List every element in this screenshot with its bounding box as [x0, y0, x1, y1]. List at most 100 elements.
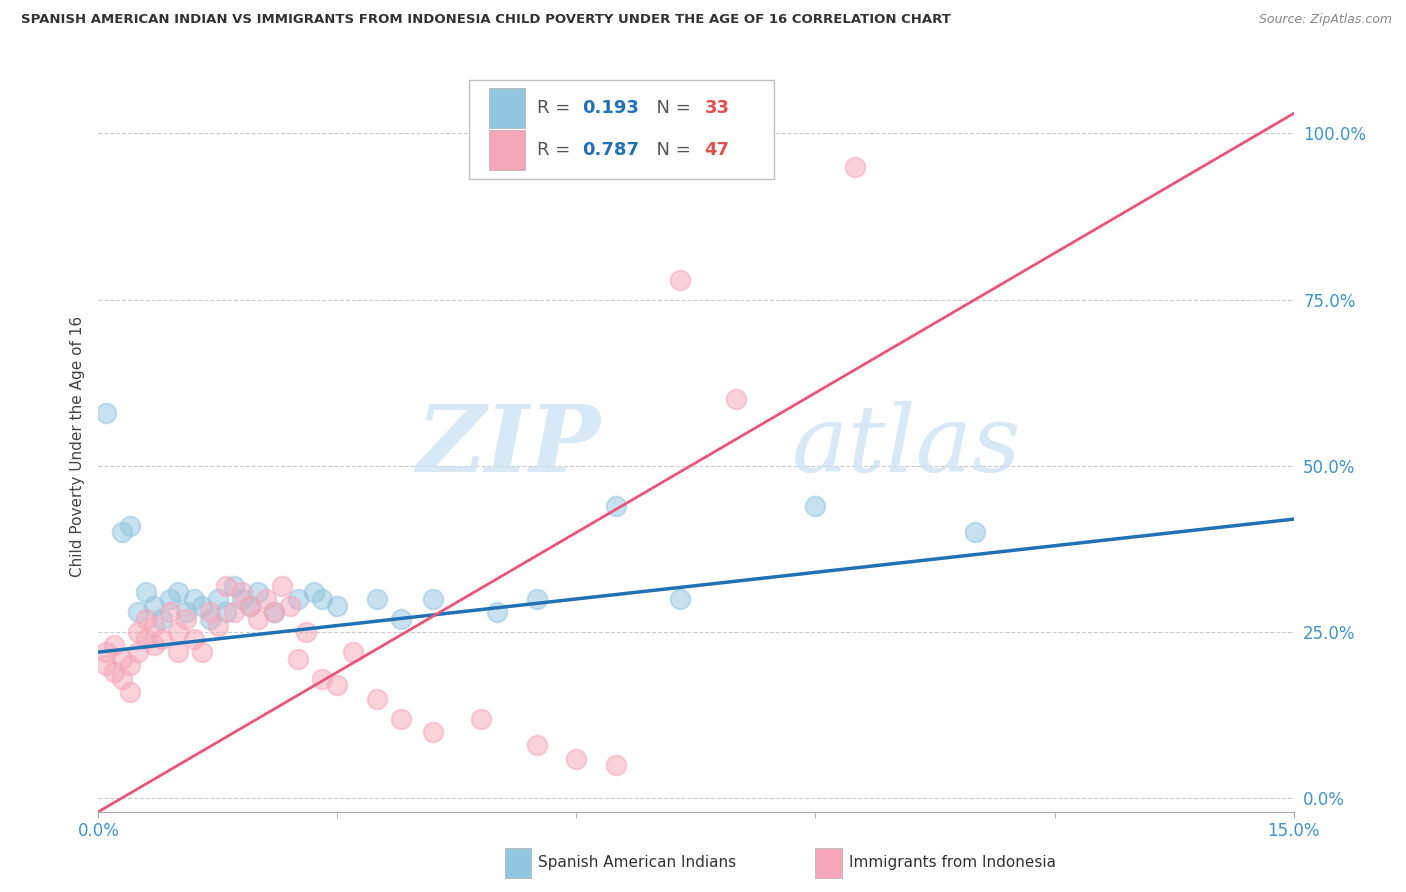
Point [724, 392, 747, 407]
Point [302, 585, 325, 599]
Point [103, 639, 125, 653]
Point [231, 591, 253, 606]
Point [263, 605, 285, 619]
Point [96, 658, 118, 673]
Point [485, 605, 508, 619]
Point [167, 645, 190, 659]
Point [143, 639, 166, 653]
Point [167, 625, 190, 640]
Point [366, 591, 388, 606]
Text: 47: 47 [704, 141, 730, 159]
Text: ZIP: ZIP [416, 401, 600, 491]
Point [422, 591, 444, 606]
Point [183, 591, 205, 606]
Point [198, 605, 221, 619]
Point [231, 585, 253, 599]
Point [135, 612, 157, 626]
Text: N =: N = [644, 141, 696, 159]
Point [143, 599, 166, 613]
Point [389, 612, 412, 626]
Point [963, 525, 986, 540]
Point [526, 591, 548, 606]
Point [159, 591, 181, 606]
Point [389, 712, 412, 726]
Point [191, 599, 214, 613]
Point [127, 605, 149, 619]
Text: N =: N = [644, 99, 696, 117]
Point [174, 612, 197, 626]
Point [207, 618, 229, 632]
Text: SPANISH AMERICAN INDIAN VS IMMIGRANTS FROM INDONESIA CHILD POVERTY UNDER THE AGE: SPANISH AMERICAN INDIAN VS IMMIGRANTS FR… [21, 13, 950, 27]
Point [215, 579, 238, 593]
Point [135, 632, 157, 646]
FancyBboxPatch shape [815, 848, 842, 878]
Text: R =: R = [537, 99, 576, 117]
Point [174, 605, 197, 619]
FancyBboxPatch shape [489, 129, 524, 169]
Point [804, 499, 827, 513]
Point [159, 605, 181, 619]
Point [150, 612, 173, 626]
Point [270, 579, 292, 593]
Point [150, 632, 173, 646]
Point [326, 678, 349, 692]
FancyBboxPatch shape [505, 848, 531, 878]
Point [287, 591, 309, 606]
Text: Source: ZipAtlas.com: Source: ZipAtlas.com [1258, 13, 1392, 27]
Point [96, 406, 118, 420]
Point [127, 645, 149, 659]
FancyBboxPatch shape [489, 88, 524, 128]
Point [127, 625, 149, 640]
Point [342, 645, 364, 659]
Text: atlas: atlas [792, 401, 1021, 491]
Point [294, 625, 316, 640]
Point [526, 738, 548, 752]
Point [254, 591, 277, 606]
Text: R =: R = [537, 141, 576, 159]
Point [207, 591, 229, 606]
Point [191, 645, 214, 659]
Point [103, 665, 125, 679]
Point [96, 645, 118, 659]
Point [844, 160, 866, 174]
Point [287, 652, 309, 666]
Point [246, 612, 269, 626]
Point [422, 725, 444, 739]
Point [198, 612, 221, 626]
Point [222, 605, 245, 619]
Point [470, 712, 492, 726]
Point [605, 758, 627, 772]
Point [183, 632, 205, 646]
Point [263, 605, 285, 619]
Point [246, 585, 269, 599]
Y-axis label: Child Poverty Under the Age of 16: Child Poverty Under the Age of 16 [69, 316, 84, 576]
Text: 33: 33 [704, 99, 730, 117]
Text: Immigrants from Indonesia: Immigrants from Indonesia [849, 855, 1056, 871]
Point [326, 599, 349, 613]
Point [565, 751, 588, 765]
Point [239, 599, 262, 613]
FancyBboxPatch shape [470, 80, 773, 179]
Point [111, 652, 134, 666]
Point [311, 672, 333, 686]
Point [239, 599, 262, 613]
Point [143, 618, 166, 632]
Point [311, 591, 333, 606]
Point [605, 499, 627, 513]
Point [120, 518, 142, 533]
Point [120, 685, 142, 699]
Point [167, 585, 190, 599]
Point [111, 525, 134, 540]
Point [222, 579, 245, 593]
Point [215, 605, 238, 619]
Point [135, 585, 157, 599]
Point [669, 273, 692, 287]
Point [111, 672, 134, 686]
Point [278, 599, 301, 613]
Point [669, 591, 692, 606]
Point [120, 658, 142, 673]
Text: 0.787: 0.787 [582, 141, 640, 159]
Text: Spanish American Indians: Spanish American Indians [538, 855, 737, 871]
Text: 0.193: 0.193 [582, 99, 640, 117]
Point [366, 691, 388, 706]
